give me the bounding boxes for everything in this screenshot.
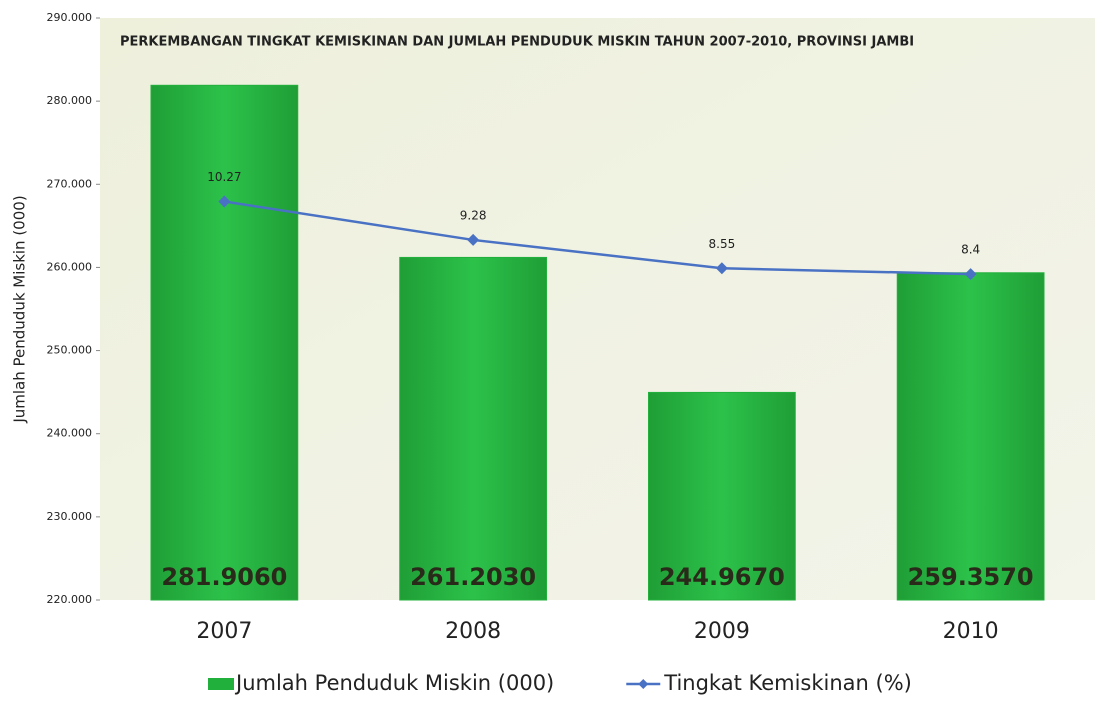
line-marker	[218, 195, 231, 208]
data-label: 10.27	[207, 170, 241, 184]
y-tick-label: 220.000	[47, 593, 93, 606]
x-tick-label: 2009	[694, 619, 750, 644]
line	[224, 200, 971, 276]
data-label: 8.4	[961, 243, 980, 257]
data-label: 261.2030	[410, 563, 536, 591]
bar	[150, 84, 299, 601]
y-tick-label: 280.000	[47, 94, 93, 107]
data-label: 259.3570	[908, 563, 1034, 591]
y-tick-label: 230.000	[47, 510, 93, 523]
bar	[647, 391, 796, 601]
data-label: 244.9670	[659, 563, 785, 591]
data-label: 9.28	[460, 208, 487, 222]
data-label: 8.55	[709, 237, 736, 251]
legend-label: Tingkat Kemiskinan (%)	[663, 671, 912, 695]
legend-label: Jumlah Penduduk Miskin (000)	[234, 671, 554, 695]
legend-marker	[638, 679, 649, 689]
legend-swatch	[208, 678, 234, 690]
y-tick-label: 260.000	[47, 260, 93, 273]
line-marker	[964, 268, 977, 281]
x-tick-label: 2007	[196, 619, 252, 644]
line-marker	[715, 262, 728, 275]
bar	[896, 272, 1045, 601]
y-axis-label: Jumlah Penduduk Miskin (000)	[11, 195, 29, 423]
x-tick-label: 2010	[943, 619, 999, 644]
bar	[399, 256, 548, 601]
chart-title: PERKEMBANGAN TINGKAT KEMISKINAN DAN JUML…	[120, 35, 914, 50]
y-tick-label: 240.000	[47, 427, 93, 440]
y-tick-label: 250.000	[47, 344, 93, 357]
x-tick-label: 2008	[445, 619, 501, 644]
data-label: 281.9060	[161, 563, 287, 591]
y-tick-label: 270.000	[47, 177, 93, 190]
line-marker	[467, 233, 480, 246]
y-tick-label: 290.000	[47, 11, 93, 24]
